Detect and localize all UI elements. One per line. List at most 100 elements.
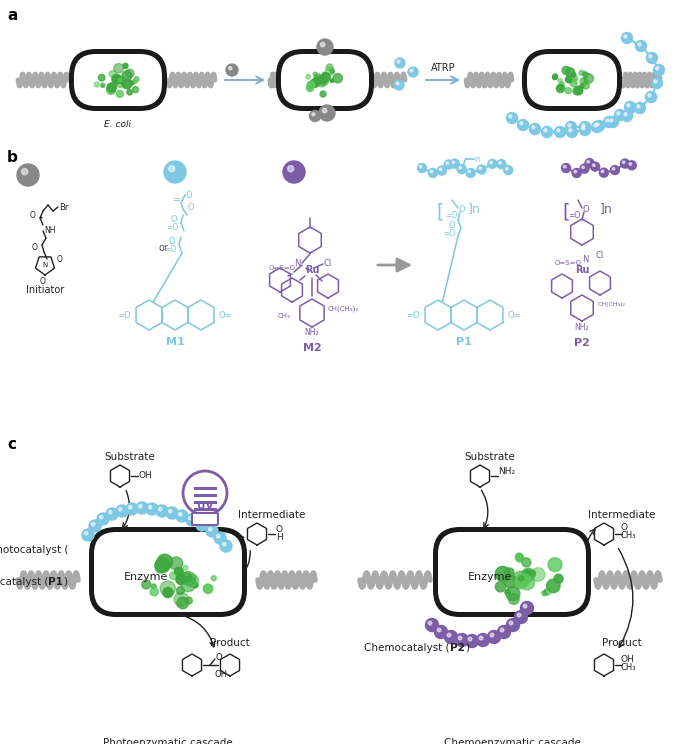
Circle shape — [112, 74, 121, 84]
Circle shape — [574, 170, 577, 173]
Circle shape — [599, 168, 608, 177]
Circle shape — [149, 505, 152, 509]
Circle shape — [394, 80, 404, 90]
Circle shape — [97, 513, 109, 525]
Circle shape — [582, 126, 585, 130]
Text: O: O — [449, 222, 455, 231]
Circle shape — [211, 576, 216, 581]
Circle shape — [553, 74, 558, 79]
Text: O: O — [171, 216, 177, 225]
Circle shape — [573, 76, 577, 80]
Circle shape — [479, 167, 482, 170]
Circle shape — [310, 79, 319, 87]
Text: P2: P2 — [450, 643, 465, 653]
Circle shape — [519, 574, 534, 590]
Text: CH₃: CH₃ — [621, 662, 636, 672]
Circle shape — [547, 579, 560, 593]
Circle shape — [166, 507, 178, 519]
Circle shape — [312, 113, 315, 116]
Circle shape — [495, 582, 506, 592]
Text: CH₃: CH₃ — [277, 313, 290, 319]
Circle shape — [99, 74, 105, 81]
Text: Intermediate: Intermediate — [588, 510, 656, 520]
Text: CH(CH₃)₂: CH(CH₃)₂ — [598, 302, 626, 307]
Circle shape — [107, 83, 116, 92]
Circle shape — [214, 532, 226, 544]
Circle shape — [89, 520, 101, 532]
Circle shape — [612, 167, 615, 170]
Circle shape — [306, 85, 314, 92]
Circle shape — [183, 565, 188, 570]
Circle shape — [216, 534, 220, 538]
Circle shape — [566, 121, 577, 132]
Text: b: b — [7, 150, 18, 165]
Circle shape — [593, 121, 604, 132]
Text: ): ) — [465, 643, 469, 653]
Circle shape — [132, 86, 138, 93]
Circle shape — [568, 124, 571, 127]
Circle shape — [452, 161, 455, 164]
Circle shape — [509, 621, 513, 625]
Circle shape — [587, 161, 589, 163]
Text: a: a — [7, 8, 17, 23]
Circle shape — [522, 558, 531, 567]
Circle shape — [653, 65, 664, 75]
Text: Cl: Cl — [324, 260, 332, 269]
Circle shape — [320, 77, 327, 84]
Text: Ru: Ru — [575, 265, 589, 275]
Circle shape — [459, 167, 462, 169]
Circle shape — [506, 167, 508, 170]
Circle shape — [503, 166, 513, 175]
Circle shape — [134, 77, 139, 82]
Circle shape — [614, 109, 625, 121]
Circle shape — [138, 504, 142, 508]
Circle shape — [645, 92, 656, 103]
Circle shape — [647, 53, 658, 63]
Circle shape — [457, 164, 466, 173]
Text: Enzyme: Enzyme — [468, 572, 512, 582]
Circle shape — [567, 76, 574, 83]
Text: ): ) — [63, 577, 67, 587]
Circle shape — [177, 587, 184, 594]
Circle shape — [428, 621, 432, 625]
Circle shape — [590, 162, 599, 171]
Circle shape — [516, 573, 530, 587]
Circle shape — [439, 168, 442, 170]
Circle shape — [319, 77, 325, 82]
Circle shape — [438, 166, 447, 175]
Circle shape — [170, 557, 183, 570]
Circle shape — [506, 586, 520, 600]
Circle shape — [155, 558, 170, 573]
Text: or: or — [158, 243, 168, 253]
Circle shape — [523, 604, 527, 608]
Circle shape — [521, 601, 534, 615]
Circle shape — [525, 569, 532, 576]
Circle shape — [627, 161, 636, 170]
Circle shape — [220, 540, 232, 552]
Circle shape — [477, 633, 490, 647]
Circle shape — [585, 158, 594, 167]
Circle shape — [186, 514, 198, 526]
Circle shape — [580, 77, 588, 85]
Circle shape — [447, 633, 451, 637]
Circle shape — [638, 43, 641, 46]
Circle shape — [323, 109, 327, 113]
Circle shape — [169, 510, 172, 513]
Circle shape — [603, 117, 614, 127]
Circle shape — [169, 166, 175, 172]
Circle shape — [119, 77, 122, 80]
Circle shape — [531, 568, 545, 581]
Text: Photocatalyst (: Photocatalyst ( — [0, 577, 48, 587]
Circle shape — [133, 79, 137, 83]
Circle shape — [466, 168, 475, 178]
Circle shape — [314, 77, 317, 80]
Text: NH: NH — [44, 226, 55, 235]
Text: NH₂: NH₂ — [575, 323, 589, 332]
Circle shape — [319, 76, 327, 83]
Circle shape — [397, 60, 400, 63]
Circle shape — [150, 588, 158, 596]
Circle shape — [610, 119, 613, 122]
FancyBboxPatch shape — [89, 527, 247, 617]
Circle shape — [164, 161, 186, 183]
Circle shape — [594, 124, 597, 127]
